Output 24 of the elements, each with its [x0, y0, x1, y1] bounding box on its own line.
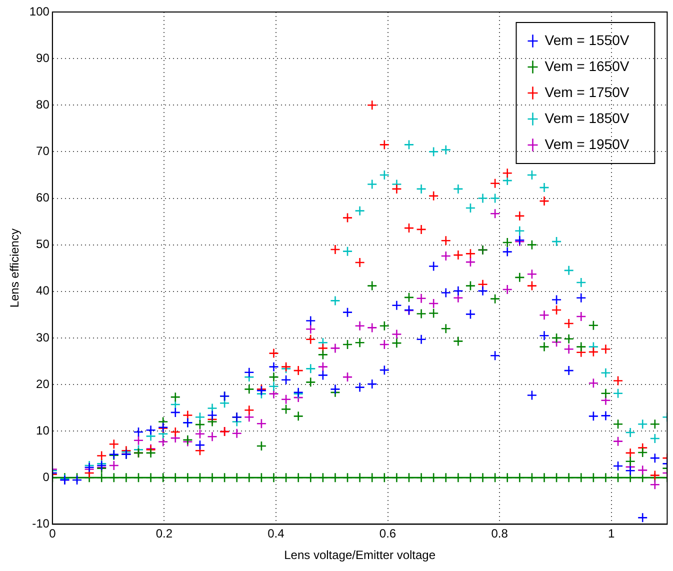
y-tick-label: 0	[42, 470, 50, 484]
y-tick-label: 90	[36, 50, 50, 65]
y-tick-label: 10	[36, 423, 50, 438]
y-tick-label: 40	[36, 284, 50, 298]
legend-label: Vem = 1650V	[544, 58, 630, 74]
y-tick-label: 30	[36, 330, 50, 344]
x-tick-label: 0.8	[491, 526, 508, 541]
legend-label: Vem = 1950V	[544, 136, 630, 152]
legend-label: Vem = 1550V	[544, 32, 630, 48]
x-tick-label: 1	[608, 526, 615, 541]
y-tick-label: 100	[29, 4, 50, 18]
x-tick-label: 0.4	[268, 526, 285, 541]
y-tick-label: 80	[36, 97, 50, 112]
y-tick-label: 60	[36, 190, 50, 205]
y-tick-label: -10	[32, 516, 50, 531]
y-tick-label: 50	[36, 237, 50, 252]
legend-label: Vem = 1850V	[544, 110, 630, 126]
y-axis-title: Lens efficiency	[8, 228, 22, 308]
y-tick-label: 70	[36, 144, 50, 158]
x-axis-title: Lens voltage/Emitter voltage	[284, 548, 436, 562]
y-tick-label: 20	[36, 376, 50, 391]
x-tick-label: 0.2	[156, 526, 173, 541]
x-tick-label: 0.6	[379, 526, 396, 541]
legend-label: Vem = 1750V	[544, 84, 630, 100]
